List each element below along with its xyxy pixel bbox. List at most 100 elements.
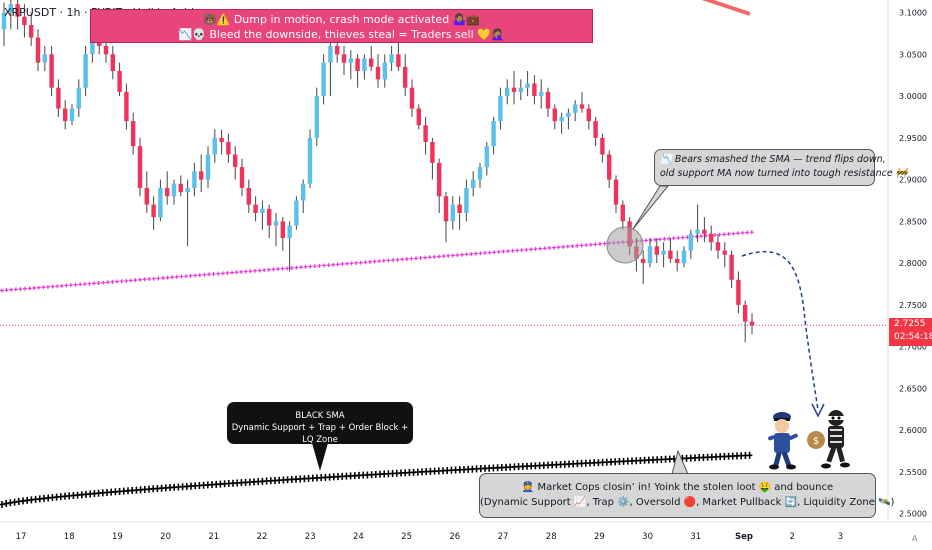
magenta-sma-marker	[294, 265, 299, 270]
magenta-sma-marker	[699, 234, 704, 239]
magenta-sma-marker	[262, 268, 267, 273]
magenta-sma-marker	[358, 260, 363, 265]
bears-callout-pointer	[632, 185, 670, 230]
magenta-sma-marker	[533, 247, 538, 252]
magenta-sma-marker	[230, 270, 234, 275]
bar-countdown: 02:54:18	[894, 332, 932, 342]
candle-body	[504, 87, 510, 97]
magenta-sma-marker	[184, 274, 188, 279]
magenta-sma-marker	[147, 277, 152, 282]
price-tick-label: 2.9500	[899, 134, 927, 143]
candle-body	[130, 121, 136, 147]
magenta-sma-marker	[335, 262, 340, 267]
candle-body	[416, 108, 422, 126]
candle-body	[436, 162, 442, 197]
candle-body	[192, 171, 197, 188]
candle-body	[742, 304, 748, 322]
candle-body	[42, 54, 48, 63]
time-tick-label: 3	[838, 532, 843, 542]
candle-body	[83, 54, 88, 88]
magenta-sma-marker	[349, 261, 354, 266]
candle-body	[695, 229, 700, 234]
candle-body	[314, 96, 320, 138]
magenta-sma-marker	[248, 269, 253, 274]
top-banner-line-2: 📉💀 Bleed the downside, thieves steal = T…	[178, 28, 505, 41]
price-tick-label: 2.6000	[899, 426, 927, 435]
magenta-sma-marker	[542, 246, 547, 251]
drawn-trendline	[701, 0, 751, 16]
magenta-sma-marker	[179, 274, 184, 279]
candle-body	[477, 167, 483, 180]
magenta-sma-marker	[556, 245, 561, 250]
candle-body	[538, 91, 544, 97]
candle-body	[69, 108, 75, 122]
candle-body	[321, 62, 326, 97]
magenta-sma-marker	[381, 258, 386, 263]
candle-body	[164, 187, 170, 197]
candle-body	[280, 221, 286, 239]
magenta-sma-marker	[285, 266, 290, 271]
magenta-sma-marker	[41, 285, 46, 290]
candle-body	[246, 187, 252, 205]
magenta-sma-marker	[423, 255, 428, 260]
candle-body	[396, 54, 401, 67]
candle-body	[559, 116, 564, 122]
magenta-sma-marker	[644, 238, 648, 243]
magenta-sma-marker	[404, 257, 409, 262]
price-tick-label: 2.6500	[899, 384, 927, 393]
magenta-sma-marker	[676, 235, 681, 240]
candle-body	[715, 242, 721, 251]
magenta-sma-marker	[4, 288, 9, 293]
magenta-sma-marker	[473, 251, 478, 256]
magenta-sma-marker	[78, 282, 83, 287]
magenta-sma-marker	[561, 244, 566, 249]
magenta-sma-marker	[0, 288, 4, 293]
candle-body	[661, 250, 666, 255]
candle-body	[702, 229, 707, 234]
magenta-sma-marker	[427, 255, 432, 260]
breakdown-highlight-circle	[606, 226, 644, 264]
magenta-sma-marker	[138, 277, 142, 282]
candle-body	[389, 54, 394, 63]
magenta-sma-marker	[414, 256, 418, 261]
current-price-label: 2.7255 02:54:18	[889, 318, 932, 346]
cops-callout: 👮 Market Cops closin’ in! Yoink the stol…	[479, 473, 894, 518]
magenta-sma-marker	[377, 259, 382, 264]
candle-body	[525, 83, 530, 88]
candle-body	[137, 146, 143, 188]
loot-bag-icon: $	[813, 436, 819, 447]
candle-body	[450, 204, 456, 222]
time-tick-label: 23	[305, 532, 316, 542]
candle-body	[198, 171, 204, 180]
price-tick-label: 2.8500	[899, 217, 927, 226]
magenta-sma-marker	[124, 278, 129, 283]
magenta-sma-marker	[133, 278, 138, 283]
candle-body	[239, 167, 245, 188]
magenta-sma-marker	[749, 230, 754, 235]
magenta-sma-marker	[128, 278, 133, 283]
candle-body	[8, 4, 14, 13]
magenta-sma-marker	[82, 282, 87, 287]
candle-body	[15, 4, 20, 17]
magenta-sma-marker	[276, 267, 280, 272]
magenta-sma-marker	[105, 280, 110, 285]
magenta-sma-marker	[55, 284, 60, 289]
candle-body	[736, 279, 741, 305]
candle-body	[600, 137, 605, 155]
black-sma-marker	[0, 501, 5, 509]
magenta-sma-marker	[529, 247, 533, 252]
magenta-sma-marker	[151, 276, 156, 281]
magenta-sma-marker	[326, 263, 331, 268]
candle-body	[334, 45, 340, 55]
candle-body	[362, 58, 367, 71]
candle-body	[606, 154, 612, 180]
auto-scale-icon: A	[912, 534, 918, 543]
magenta-sma-marker	[492, 250, 497, 255]
magenta-sma-marker	[602, 241, 607, 246]
candle-body	[110, 54, 116, 71]
magenta-sma-marker	[197, 273, 202, 278]
magenta-sma-marker	[487, 250, 492, 255]
projection-arrow-path	[741, 250, 819, 411]
candle-body	[103, 45, 109, 55]
